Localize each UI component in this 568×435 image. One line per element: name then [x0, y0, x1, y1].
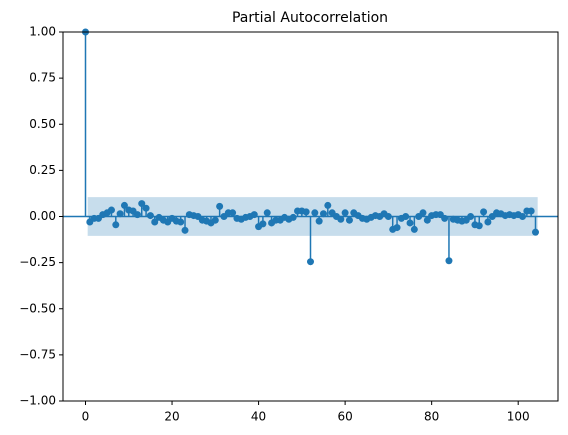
marker: [384, 213, 392, 220]
marker: [445, 257, 453, 265]
marker: [120, 201, 128, 209]
y-tick-label: 0.25: [29, 163, 56, 177]
plot-frame: [62, 31, 559, 402]
marker: [410, 225, 418, 233]
marker: [441, 214, 449, 222]
y-tick-label: 0.50: [29, 117, 56, 131]
marker: [423, 216, 431, 224]
x-tick-label: 20: [164, 410, 179, 424]
marker: [480, 208, 488, 216]
marker: [311, 209, 319, 217]
marker: [216, 202, 224, 210]
marker: [177, 218, 185, 226]
marker: [393, 224, 401, 232]
marker: [484, 218, 492, 226]
marker: [302, 208, 310, 216]
marker: [337, 215, 345, 223]
marker: [250, 211, 258, 219]
x-tick-label: 0: [82, 410, 90, 424]
x-tick-label: 100: [507, 410, 530, 424]
marker: [116, 210, 124, 218]
marker: [146, 212, 154, 220]
y-tick-label: 0.00: [29, 209, 56, 223]
marker: [138, 200, 146, 208]
marker: [151, 218, 159, 226]
marker: [341, 209, 349, 217]
y-tick-label: −0.50: [19, 301, 56, 315]
marker: [475, 222, 483, 230]
marker: [133, 211, 141, 219]
marker: [181, 226, 189, 234]
x-tick-label: 40: [251, 410, 266, 424]
marker: [289, 213, 297, 221]
marker: [345, 216, 353, 224]
marker: [142, 204, 150, 212]
y-tick-label: −0.25: [19, 255, 56, 269]
x-tick-label: 60: [337, 410, 352, 424]
marker: [519, 213, 527, 220]
y-tick-label: 1.00: [29, 25, 56, 39]
x-tick-label: 80: [424, 410, 439, 424]
marker: [324, 201, 332, 209]
y-tick-label: 0.75: [29, 71, 56, 85]
marker: [307, 258, 314, 266]
marker: [259, 220, 267, 228]
y-tick-label: −1.00: [19, 394, 56, 408]
marker: [229, 209, 237, 217]
marker: [211, 216, 219, 224]
chart-title: Partial Autocorrelation: [232, 10, 388, 26]
marker: [527, 207, 535, 215]
marker: [532, 228, 539, 236]
marker: [419, 209, 427, 217]
marker: [315, 217, 323, 225]
marker: [107, 206, 115, 214]
marker: [112, 221, 120, 229]
marker: [406, 219, 414, 227]
marker: [467, 213, 475, 220]
y-tick-label: −0.75: [19, 347, 56, 361]
marker: [263, 209, 271, 217]
marker: [319, 210, 327, 218]
marker: [402, 213, 410, 220]
